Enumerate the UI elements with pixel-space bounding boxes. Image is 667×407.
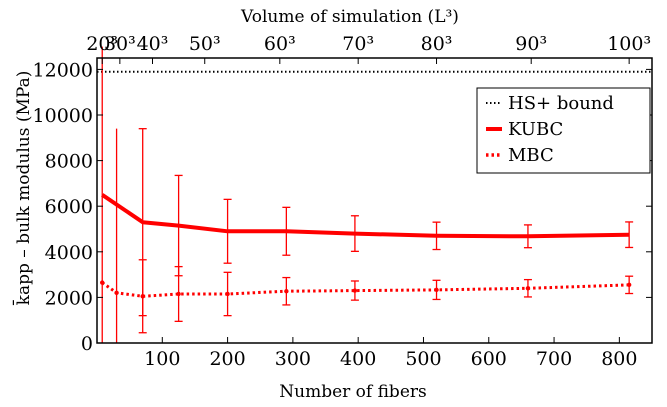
mbc-point	[352, 288, 358, 293]
y-tick-label: 8000	[45, 151, 93, 173]
x-tick-label: 800	[601, 348, 637, 370]
mbc-point	[225, 291, 230, 297]
y-tick-label: 0	[81, 333, 93, 355]
legend-label-hs-bound: HS+ bound	[508, 93, 614, 114]
legend-label-mbc: MBC	[508, 145, 554, 166]
x-tick-label: 400	[340, 348, 376, 370]
y-tick-label: 6000	[45, 196, 93, 218]
y-tick-label: 4000	[45, 242, 93, 264]
mbc-point	[626, 282, 632, 288]
top-tick-label: 80³	[421, 33, 453, 55]
y-tick-label: 12000	[33, 59, 93, 81]
mbc-point	[114, 290, 119, 296]
plot-frame	[96, 57, 653, 344]
top-tick-label: 70³	[342, 33, 374, 55]
x-tick-label: 500	[405, 348, 441, 370]
mbc-point	[140, 294, 145, 299]
x-axis-title: Number of fibers	[279, 382, 426, 402]
top-tick-label: 100³	[607, 33, 651, 55]
legend-label-kubc: KUBC	[508, 119, 563, 140]
mbc-point	[284, 289, 289, 294]
mbc-point	[100, 280, 105, 285]
y-tick-label: 10000	[33, 105, 93, 127]
legend: HS+ bound KUBC MBC	[476, 87, 651, 174]
top-tick-label: 90³	[515, 33, 547, 55]
x-tick-label: 300	[275, 348, 311, 370]
x-tick-label: 600	[471, 348, 507, 370]
top-axis-title: Volume of simulation (L³)	[240, 7, 459, 27]
mbc-line	[101, 281, 630, 298]
top-tick-label: 40³	[137, 33, 169, 55]
mbc-point	[176, 291, 181, 297]
y-axis-title: k̄app – bulk modulus (MPa)	[11, 71, 34, 306]
mbc-point	[434, 287, 439, 293]
x-tick-label: 200	[209, 348, 245, 370]
y-tick-label: 2000	[45, 287, 93, 309]
axes: 100 200 300 400 500 600 700 8000200040006000800…	[33, 33, 652, 370]
top-tick-label: 50³	[189, 33, 221, 55]
top-tick-label: 20³	[86, 33, 118, 55]
top-tick-label: 60³	[264, 33, 296, 55]
kubc-line	[101, 193, 630, 239]
top-tick-label: 30³	[104, 33, 136, 55]
legend-box	[476, 87, 651, 174]
x-tick-label: 700	[536, 348, 572, 370]
x-tick-label: 100	[144, 348, 180, 370]
mbc-point	[525, 286, 531, 291]
plot-series	[97, 46, 652, 343]
